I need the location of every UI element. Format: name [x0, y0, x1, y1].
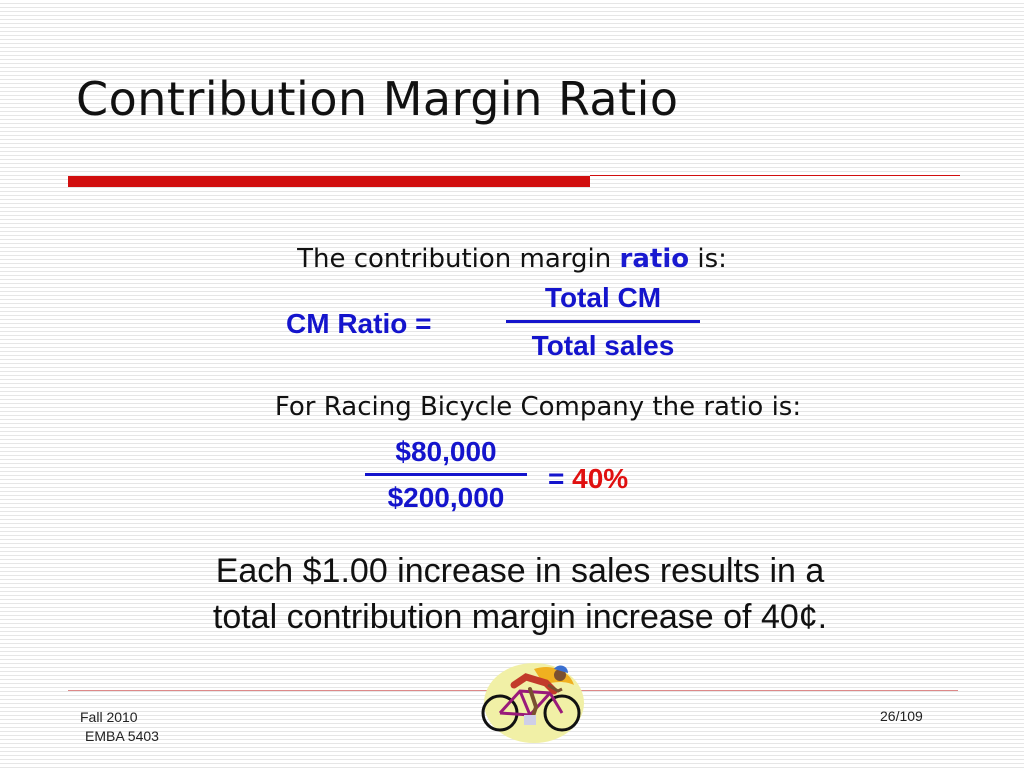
- example-numerator: $80,000: [395, 436, 497, 467]
- slide-title: Contribution Margin Ratio: [76, 72, 679, 126]
- summary-line-2: total contribution margin increase of 40…: [212, 598, 828, 636]
- footer-course-info: Fall 2010 EMBA 5403: [80, 708, 159, 746]
- example-equals: =: [548, 463, 573, 494]
- example-denominator: $200,000: [387, 482, 505, 513]
- formula-fraction-bar: [506, 320, 700, 323]
- intro-text-after: is:: [689, 244, 727, 274]
- formula-numerator: Total CM: [544, 282, 662, 313]
- formula-denominator: Total sales: [531, 330, 675, 361]
- title-underline-thin: [590, 175, 960, 176]
- page-counter: 26/109: [880, 708, 923, 724]
- summary-text: Each $1.00 increase in sales results in …: [0, 548, 1024, 640]
- intro-text: The contribution margin ratio is:: [0, 244, 1024, 274]
- intro-highlight: ratio: [619, 244, 690, 274]
- intro-text-before: The contribution margin: [297, 244, 620, 274]
- example-fraction-bar: [365, 473, 527, 476]
- example-result-value: 40%: [572, 463, 629, 494]
- summary-line-1: Each $1.00 increase in sales results in …: [215, 552, 825, 590]
- footer-course-name: EMBA 5403: [85, 728, 159, 744]
- footer-term: Fall 2010: [80, 709, 138, 725]
- title-underline-thick: [68, 176, 590, 187]
- example-result: = 40%: [548, 463, 628, 495]
- example-intro: For Racing Bicycle Company the ratio is:: [274, 392, 802, 422]
- formula-label: CM Ratio =: [286, 308, 432, 339]
- cyclist-icon: [481, 663, 584, 743]
